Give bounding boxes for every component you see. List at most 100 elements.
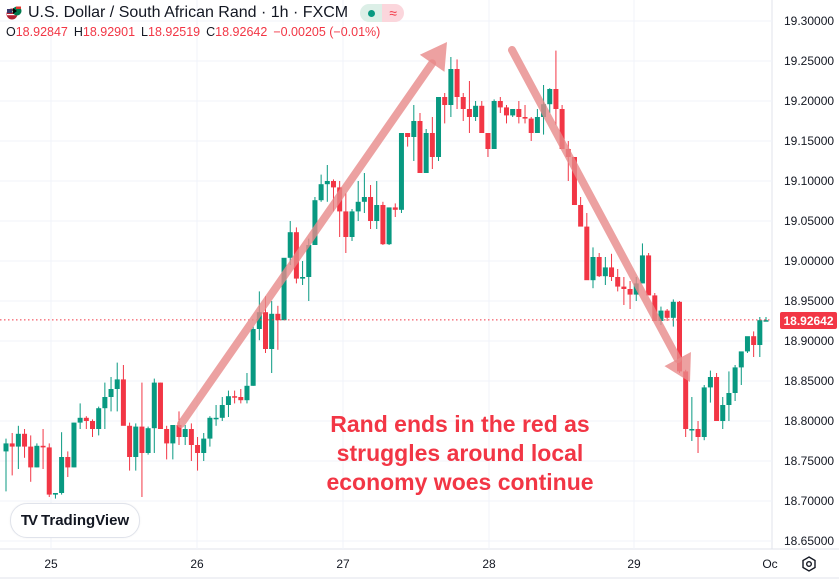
symbol-header[interactable]: U.S. Dollar / South African Rand · 1h · … — [6, 2, 405, 24]
candle-body[interactable] — [491, 101, 497, 149]
candle-body[interactable] — [405, 133, 411, 137]
candle-body[interactable] — [213, 417, 219, 420]
candle-body[interactable] — [244, 385, 250, 401]
candle-body[interactable] — [225, 396, 231, 405]
candle-body[interactable] — [34, 445, 40, 468]
candle-body[interactable] — [646, 255, 652, 296]
candle-body[interactable] — [83, 417, 89, 421]
candle-body[interactable] — [676, 301, 682, 372]
candle-body[interactable] — [584, 226, 590, 281]
candle-body[interactable] — [275, 313, 281, 321]
candle-body[interactable] — [195, 445, 201, 453]
candle-body[interactable] — [65, 457, 71, 468]
candle-body[interactable] — [473, 105, 479, 117]
candle-body[interactable] — [318, 184, 324, 201]
candle-body[interactable] — [368, 197, 374, 221]
candle-body[interactable] — [330, 181, 336, 188]
candle-body[interactable] — [720, 405, 726, 421]
candle-body[interactable] — [188, 429, 194, 445]
candle-body[interactable] — [411, 121, 417, 137]
candle-body[interactable] — [361, 197, 367, 202]
candle-body[interactable] — [77, 417, 83, 423]
candle-body[interactable] — [108, 389, 114, 397]
candle-body[interactable] — [157, 382, 163, 429]
candle-body[interactable] — [553, 89, 559, 109]
candle-body[interactable] — [738, 351, 744, 368]
candle-body[interactable] — [306, 245, 312, 277]
candle-body[interactable] — [170, 425, 176, 444]
settings-gear-icon[interactable] — [800, 555, 818, 573]
candle-body[interactable] — [707, 377, 713, 388]
candle-body[interactable] — [133, 426, 139, 457]
candle-body[interactable] — [510, 109, 516, 116]
candle-body[interactable] — [547, 89, 553, 105]
candle-body[interactable] — [436, 97, 442, 157]
candle-body[interactable] — [176, 425, 182, 437]
candle-body[interactable] — [256, 312, 262, 329]
candle-body[interactable] — [90, 421, 96, 429]
candle-body[interactable] — [670, 301, 676, 318]
candle-body[interactable] — [300, 277, 306, 279]
candle-body[interactable] — [602, 267, 608, 277]
candle-body[interactable] — [232, 396, 238, 398]
candle-body[interactable] — [102, 397, 108, 409]
candle-body[interactable] — [139, 426, 145, 453]
candle-body[interactable] — [497, 101, 503, 108]
candle-body[interactable] — [689, 429, 695, 431]
candle-body[interactable] — [658, 310, 664, 321]
candle-body[interactable] — [429, 133, 435, 157]
candle-body[interactable] — [164, 429, 170, 444]
candle-body[interactable] — [201, 438, 207, 453]
candle-body[interactable] — [250, 329, 256, 386]
candle-body[interactable] — [349, 211, 355, 237]
candle-body[interactable] — [28, 446, 34, 468]
candle-body[interactable] — [182, 429, 188, 437]
candle-body[interactable] — [516, 109, 522, 117]
candle-body[interactable] — [281, 257, 287, 321]
candle-body[interactable] — [263, 312, 269, 349]
candle-body[interactable] — [96, 408, 102, 429]
candle-body[interactable] — [639, 255, 645, 284]
tradingview-logo[interactable]: TV TradingView — [10, 503, 140, 538]
candle-body[interactable] — [466, 109, 472, 117]
candle-body[interactable] — [355, 201, 361, 212]
candle-body[interactable] — [40, 445, 46, 448]
candle-body[interactable] — [238, 397, 244, 401]
candle-body[interactable] — [343, 211, 349, 237]
candle-body[interactable] — [374, 205, 380, 221]
candle-body[interactable] — [442, 97, 448, 105]
candle-body[interactable] — [417, 121, 423, 173]
candle-body[interactable] — [392, 207, 398, 210]
price-axis[interactable] — [772, 0, 839, 580]
candle-body[interactable] — [145, 428, 151, 453]
candle-body[interactable] — [71, 422, 77, 468]
candle-body[interactable] — [559, 109, 565, 149]
candle-body[interactable] — [701, 387, 707, 437]
candle-body[interactable] — [312, 200, 318, 245]
candle-body[interactable] — [596, 257, 602, 277]
candle-body[interactable] — [621, 286, 627, 289]
candle-body[interactable] — [207, 417, 213, 439]
candle-body[interactable] — [59, 457, 65, 493]
candle-body[interactable] — [479, 105, 485, 133]
candle-body[interactable] — [324, 181, 330, 185]
candle-body[interactable] — [114, 379, 120, 389]
candle-body[interactable] — [578, 205, 584, 227]
candle-body[interactable] — [627, 289, 633, 295]
candle-body[interactable] — [15, 433, 21, 447]
candle-body[interactable] — [454, 69, 460, 97]
candle-body[interactable] — [695, 429, 701, 437]
candle-body[interactable] — [380, 205, 386, 245]
candle-body[interactable] — [52, 493, 58, 495]
candle-body[interactable] — [269, 313, 275, 349]
candle-body[interactable] — [726, 393, 732, 405]
candle-body[interactable] — [460, 97, 466, 109]
candle-body[interactable] — [386, 207, 392, 245]
candle-body[interactable] — [3, 443, 9, 452]
candle-body[interactable] — [398, 133, 404, 210]
candle-body[interactable] — [120, 379, 126, 426]
candle-body[interactable] — [763, 320, 769, 322]
candle-body[interactable] — [744, 336, 750, 352]
candle-body[interactable] — [423, 133, 429, 173]
